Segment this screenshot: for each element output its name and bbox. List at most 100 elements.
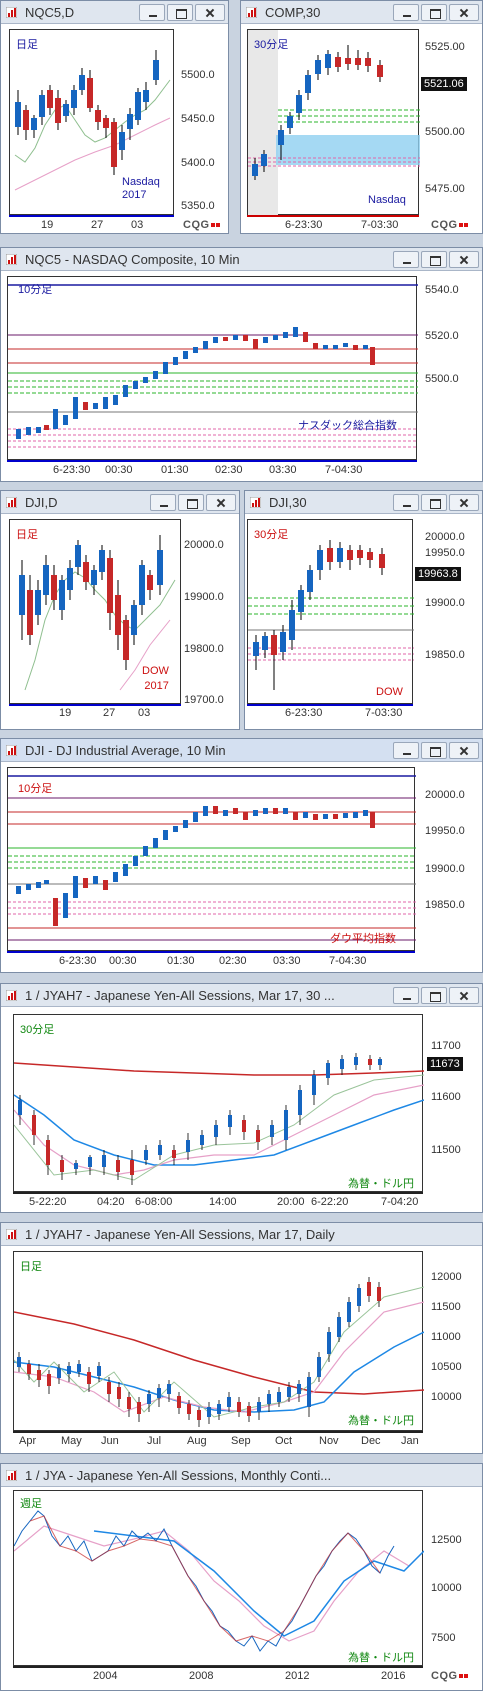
minimize-button[interactable] [393,987,419,1004]
maximize-button[interactable] [421,742,447,759]
maximize-button[interactable] [167,4,193,21]
y-tick: 11500 [431,1301,461,1313]
y-tick: 19900.0 [184,591,224,603]
maximize-button[interactable] [421,251,447,268]
x-tick: 03:30 [269,464,297,476]
minimize-button[interactable] [393,742,419,759]
x-tick: Aug [187,1435,207,1447]
x-tick: Sep [231,1435,251,1447]
chart-window-nqc5-daily[interactable]: NQC5,D [0,0,229,234]
chart-window-dji-30min[interactable]: DJI,30 [244,490,483,730]
chart-plot-area[interactable]: 日足 Nasdaq 2017 [9,29,174,215]
x-tick: 6-23:30 [53,464,91,476]
window-titlebar[interactable]: DJI,D [1,491,239,514]
x-tick: 19 [41,219,54,231]
x-axis-line [9,215,174,217]
chart-window-dji-10min[interactable]: DJI - DJ Industrial Average, 10 Min [0,738,483,973]
chart-plot-area[interactable]: 10分足 ナスダック総合指数 [7,276,418,460]
y-tick: 19900.0 [425,863,465,875]
y-tick: 11000 [431,1331,461,1343]
window-titlebar[interactable]: DJI - DJ Industrial Average, 10 Min [1,739,482,762]
x-tick: 03:30 [273,955,301,967]
window-title: 1 / JYAH7 - Japanese Yen-All Sessions, M… [25,988,335,1003]
chart-window-dji-daily[interactable]: DJI,D [0,490,240,730]
x-tick: 00:30 [109,955,137,967]
cqg-logo: CQG [431,1670,468,1682]
x-tick: 01:30 [161,464,189,476]
watermark-label: ダウ平均指数 [330,933,396,945]
watermark-label: 為替・ドル円 [348,1652,414,1664]
chart-window-jyah7-30min[interactable]: 1 / JYAH7 - Japanese Yen-All Sessions, M… [0,983,483,1213]
y-tick: 5540.0 [425,284,459,296]
chart-window-jya-monthly[interactable]: 1 / JYA - Japanese Yen-All Sessions, Mon… [0,1463,483,1691]
y-tick: 5350.0 [181,200,215,212]
x-tick: 02:30 [219,955,247,967]
window-titlebar[interactable]: DJI,30 [245,491,482,514]
watermark-label: Nasdaq [368,194,406,206]
window-titlebar[interactable]: NQC5,D [1,1,228,24]
y-tick: 19850.0 [425,649,465,661]
minimize-button[interactable] [393,251,419,268]
chart-plot-area[interactable]: 30分足 Nasdaq [247,29,420,216]
chart-window-comp-30min[interactable]: COMP,30 [240,0,483,234]
x-axis-line [7,951,415,953]
chart-plot-area[interactable]: 30分足 為替・ドル円 [13,1014,424,1192]
watermark-label: DOW 2017 [142,665,169,692]
chart-plot-area[interactable]: 日足 DOW 2017 [9,519,181,704]
close-button[interactable] [449,251,479,268]
x-tick: 2008 [189,1670,214,1682]
candles [15,50,159,175]
close-button[interactable] [195,4,225,21]
window-titlebar[interactable]: 1 / JYAH7 - Japanese Yen-All Sessions, M… [1,984,482,1007]
minimize-button[interactable] [393,4,419,21]
chart-window-nqc5-10min[interactable]: NQC5 - NASDAQ Composite, 10 Min [0,247,483,482]
y-tick: 12000 [431,1271,462,1283]
x-axis-line [7,460,417,462]
x-tick: 27 [103,707,116,719]
chart-plot-area[interactable]: 週足 為替・ドル円 [13,1490,424,1666]
window-title: COMP,30 [265,5,321,20]
window-titlebar[interactable]: 1 / JYA - Japanese Yen-All Sessions, Mon… [1,1464,482,1487]
maximize-button[interactable] [178,494,204,511]
close-button[interactable] [449,987,479,1004]
chart-plot-area[interactable]: 日足 為替・ドル円 [13,1251,424,1431]
maximize-button[interactable] [421,494,447,511]
watermark-label: 為替・ドル円 [348,1178,414,1190]
chart-plot-area[interactable]: 30分足 DOW [247,519,414,704]
cqg-app-icon [6,745,17,756]
maximize-button[interactable] [421,4,447,21]
close-button[interactable] [449,742,479,759]
close-button[interactable] [449,494,479,511]
cqg-app-icon [6,1229,17,1240]
candles [253,540,385,690]
x-tick: Nov [319,1435,339,1447]
watermark-label: DOW [376,686,403,698]
y-tick: 19800.0 [184,643,224,655]
x-axis-line [247,215,419,217]
x-tick: 04:20 [97,1196,125,1208]
window-titlebar[interactable]: NQC5 - NASDAQ Composite, 10 Min [1,248,482,271]
close-button[interactable] [449,4,479,21]
chart-plot-area[interactable]: 10分足 ダウ平均指数 [7,767,416,951]
minimize-button[interactable] [393,494,419,511]
minimize-button[interactable] [150,494,176,511]
chart-window-jyah7-daily[interactable]: 1 / JYAH7 - Japanese Yen-All Sessions, M… [0,1222,483,1454]
cqg-app-icon [6,1470,17,1481]
period-label: 日足 [16,39,38,51]
minimize-button[interactable] [139,4,165,21]
close-button[interactable] [206,494,236,511]
x-axis-line [13,1666,423,1668]
window-titlebar[interactable]: 1 / JYAH7 - Japanese Yen-All Sessions, M… [1,1223,482,1246]
price-chart-svg [14,1510,424,1652]
x-tick: 03 [131,219,144,231]
period-label: 30分足 [20,1024,55,1036]
x-tick: Jul [147,1435,162,1447]
window-titlebar[interactable]: COMP,30 [241,1,482,24]
x-tick: 14:00 [209,1196,237,1208]
period-label: 30分足 [254,39,289,51]
y-tick: 19900.0 [425,597,465,609]
price-chart-svg [248,540,414,690]
x-axis-line [13,1431,423,1433]
y-tick: 5500.0 [181,69,215,81]
maximize-button[interactable] [421,987,447,1004]
